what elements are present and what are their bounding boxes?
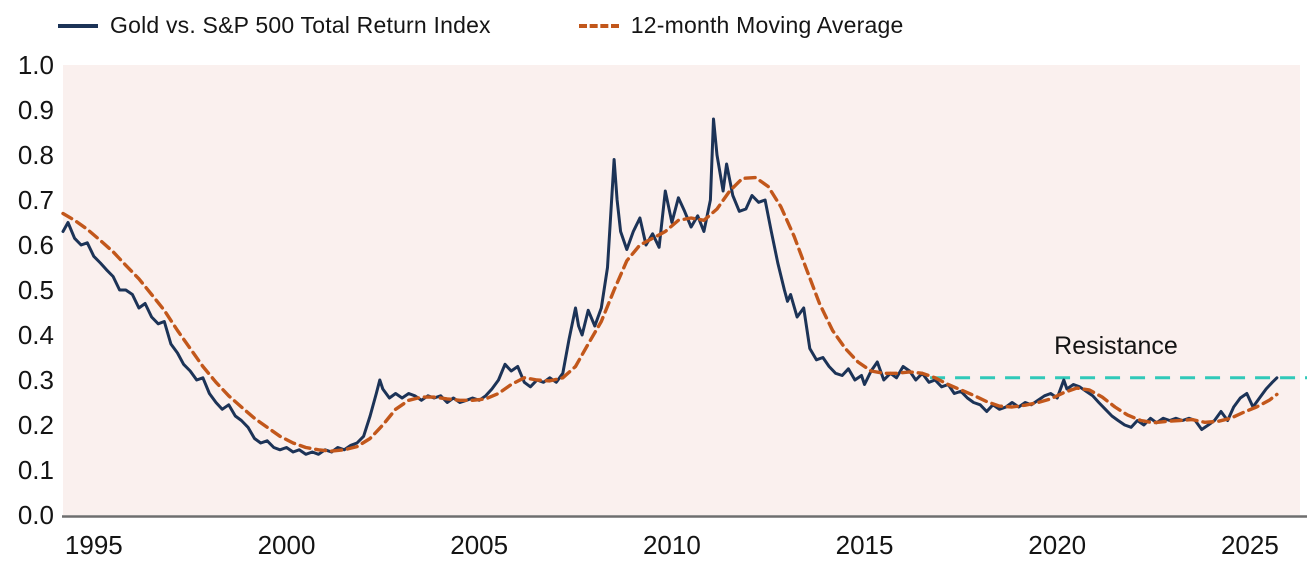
x-tick-label: 2025 [1220, 530, 1279, 560]
x-tick-label: 2015 [835, 530, 894, 560]
y-tick-label: 0.4 [17, 320, 54, 350]
dashed-line-swatch-icon [578, 23, 619, 28]
y-tick-label: 0.0 [17, 500, 54, 530]
chart-legend: Gold vs. S&P 500 Total Return Index 12-m… [58, 12, 903, 39]
resistance-annotation-label: Resistance [1054, 332, 1178, 360]
solid-line-swatch-icon [58, 23, 98, 28]
x-tick-label: 2020 [1028, 530, 1087, 560]
x-tick-label: 2010 [642, 530, 701, 560]
x-tick-label: 2000 [257, 530, 316, 560]
legend-item-moving-average: 12-month Moving Average [578, 12, 904, 39]
y-tick-label: 0.7 [17, 185, 54, 215]
x-tick-label: 1995 [64, 530, 123, 560]
plot-area [63, 65, 1300, 515]
moving-average-line [61, 175, 1279, 453]
y-tick-label: 0.2 [17, 410, 54, 440]
y-tick-label: 0.5 [17, 275, 54, 305]
y-tick-label: 0.3 [17, 365, 54, 395]
gold-sp500-line [61, 117, 1279, 456]
legend-label-gold-sp500: Gold vs. S&P 500 Total Return Index [110, 12, 491, 38]
x-tick-label: 2005 [450, 530, 509, 560]
y-tick-label: 0.1 [17, 455, 54, 485]
legend-item-gold-sp500: Gold vs. S&P 500 Total Return Index [58, 12, 491, 39]
y-tick-label: 1.0 [17, 50, 54, 80]
y-tick-label: 0.9 [17, 95, 54, 125]
legend-label-moving-average: 12-month Moving Average [630, 12, 904, 38]
y-tick-label: 0.6 [17, 230, 54, 260]
y-tick-label: 0.8 [17, 140, 54, 170]
